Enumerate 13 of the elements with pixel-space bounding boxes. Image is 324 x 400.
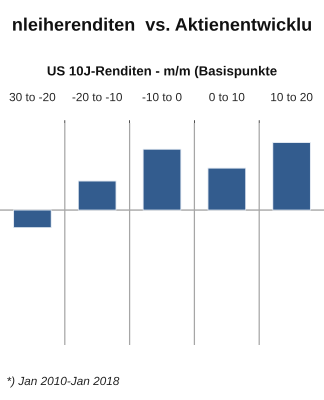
text: *) Jan 2010-Jan 2018	[7, 376, 120, 388]
chart-title: nleiherenditen vs. Aktienentwicklu	[13, 18, 311, 31]
bar	[13, 210, 52, 228]
x-tick-label: 0 to 10	[209, 92, 244, 102]
bar	[142, 148, 182, 210]
x-tick-label: -10 to 0	[142, 92, 182, 102]
bar	[78, 180, 116, 210]
chart-subtitle: US 10J-Renditen - m/m (Basispunkte	[48, 66, 277, 78]
bar	[208, 168, 246, 210]
x-tick-label: 10 to 20	[271, 92, 312, 102]
x-tick-label: -20 to -10	[72, 92, 122, 102]
x-tick-label: 30 to -20	[10, 92, 56, 102]
bar	[272, 142, 311, 210]
